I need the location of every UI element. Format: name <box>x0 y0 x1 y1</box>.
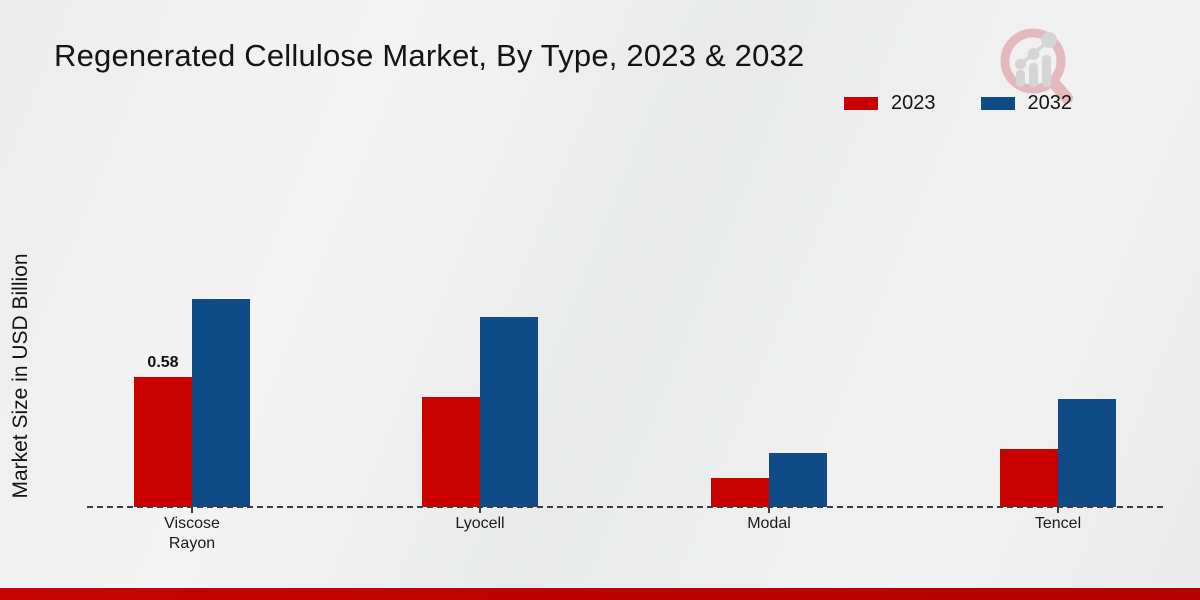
chart-title: Regenerated Cellulose Market, By Type, 2… <box>54 38 805 73</box>
x-tick-viscose-rayon <box>191 508 193 513</box>
brand-logo <box>994 24 1080 110</box>
bar-2023-modal <box>711 478 769 507</box>
x-tick-modal <box>768 508 770 513</box>
y-axis-label: Market Size in USD Billion <box>9 253 32 499</box>
category-label-viscose-rayon: Viscose Rayon <box>164 515 220 552</box>
magnifier-growth-icon <box>1000 28 1073 104</box>
legend-item-2023: 2023 <box>843 92 936 115</box>
legend-swatch-2032 <box>979 96 1016 111</box>
bar-2023-lyocell <box>422 397 480 507</box>
legend-label-2032: 2032 <box>1027 92 1073 114</box>
bar-2023-viscose-rayon <box>134 377 192 507</box>
value-label-2023-viscose-rayon: 0.58 <box>147 354 179 371</box>
x-axis-baseline <box>87 506 1163 508</box>
bar-2032-viscose-rayon <box>192 299 250 507</box>
legend: 2023 2032 <box>843 92 1072 115</box>
category-label-lyocell: Lyocell <box>455 515 505 532</box>
bar-2023-tencel <box>1000 449 1058 507</box>
bar-2032-modal <box>769 453 827 507</box>
bar-2032-tencel <box>1058 399 1116 507</box>
x-tick-lyocell <box>479 508 481 513</box>
category-label-tencel: Tencel <box>1034 515 1082 532</box>
category-label-modal: Modal <box>747 515 791 532</box>
x-tick-tencel <box>1057 508 1059 513</box>
bottom-accent-bar <box>0 588 1200 600</box>
legend-swatch-2023 <box>843 96 879 111</box>
legend-item-2032: 2032 <box>979 92 1073 115</box>
legend-label-2023: 2023 <box>891 92 936 114</box>
bar-2032-lyocell <box>480 317 538 507</box>
